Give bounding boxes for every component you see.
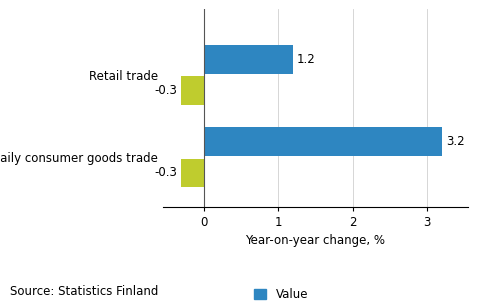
Text: -0.3: -0.3: [155, 84, 177, 97]
Text: 1.2: 1.2: [297, 53, 316, 66]
Bar: [181, 76, 204, 105]
Legend: Value, Volume: Value, Volume: [254, 288, 319, 304]
Text: Source: Statistics Finland: Source: Statistics Finland: [10, 285, 158, 298]
Bar: [204, 127, 442, 156]
Bar: [181, 159, 204, 187]
Bar: [204, 45, 293, 74]
X-axis label: Year-on-year change, %: Year-on-year change, %: [246, 234, 386, 247]
Text: 3.2: 3.2: [446, 135, 464, 148]
Text: -0.3: -0.3: [155, 167, 177, 179]
